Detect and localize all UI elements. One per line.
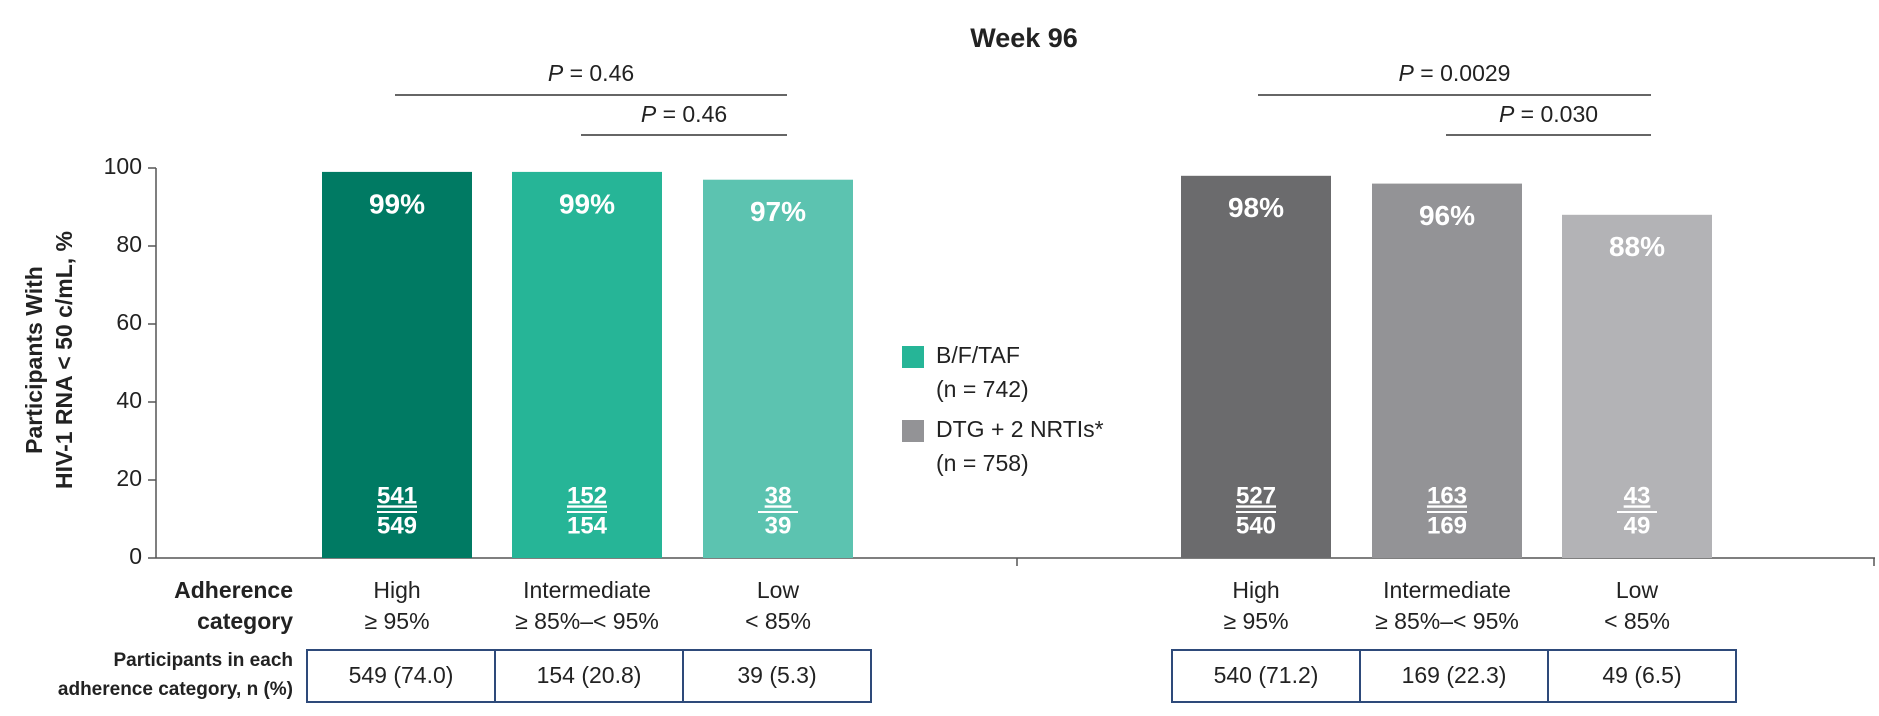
table-cell [682,649,872,703]
bar [512,171,662,558]
row-label: category [197,608,293,634]
y-axis-title: Participants With [21,266,47,454]
legend-swatch [902,420,924,442]
value-label: 97% [750,196,806,227]
p-value: P = 0.46 [641,101,727,127]
p-value: P = 0.46 [548,60,634,86]
value-label: 99% [559,188,615,219]
legend-label: DTG + 2 NRTIs* [936,416,1104,442]
fraction-numerator: 43 [1624,482,1651,509]
x-tick-label: Low [1616,577,1659,603]
p-value: P = 0.0029 [1399,60,1511,86]
fraction-denominator: 154 [567,512,608,539]
p-symbol: P [548,60,564,86]
fraction-denominator: 540 [1236,512,1276,539]
fraction-numerator: 38 [765,482,792,509]
p-text: = 0.46 [663,101,728,127]
fraction-denominator: 549 [377,512,417,539]
fraction-denominator: 49 [1624,512,1651,539]
p-symbol: P [1499,101,1515,127]
p-value: P = 0.030 [1499,101,1598,127]
value-label: 99% [369,188,425,219]
table-cell [1547,649,1737,703]
y-tick-label: 60 [116,309,142,335]
fraction-denominator: 169 [1427,512,1467,539]
row-label: Adherence [174,577,293,603]
legend-swatch [902,346,924,368]
p-text: = 0.030 [1521,101,1598,127]
p-text: = 0.46 [570,60,635,86]
y-tick-label: 80 [116,231,142,257]
table-value: 169 (22.3) [1402,662,1507,688]
y-axis-title: HIV-1 RNA < 50 c/mL, % [51,231,77,489]
legend-label: (n = 742) [936,376,1029,402]
bar [1181,175,1331,559]
y-tick-label: 20 [116,465,142,491]
p-text: = 0.0029 [1420,60,1510,86]
table-value: 39 (5.3) [737,662,816,688]
p-symbol: P [1399,60,1415,86]
x-tick-sublabel: ≥ 85%–< 95% [1375,608,1519,634]
x-tick-label: Low [757,577,800,603]
x-tick-sublabel: ≥ 85%–< 95% [515,608,659,634]
bar [1562,214,1712,559]
x-tick-sublabel: < 85% [1604,608,1670,634]
table-value: 154 (20.8) [537,662,642,688]
fraction-numerator: 163 [1427,482,1467,509]
y-tick-label: 100 [104,153,142,179]
chart-title: Week 96 [970,23,1078,53]
x-tick-label: High [1232,577,1279,603]
table-value: 549 (74.0) [349,662,454,688]
x-tick-label: Intermediate [1383,577,1511,603]
fraction-numerator: 152 [567,482,607,509]
x-tick-sublabel: ≥ 95% [1223,608,1288,634]
x-tick-label: High [373,577,420,603]
bar [322,171,472,558]
value-label: 96% [1419,200,1475,231]
x-tick-sublabel: < 85% [745,608,811,634]
legend-label: B/F/TAF [936,342,1020,368]
bar [1372,183,1522,558]
table-value: 540 (71.2) [1214,662,1319,688]
bar [703,179,853,558]
p-symbol: P [641,101,657,127]
legend-label: (n = 758) [936,450,1029,476]
value-label: 88% [1609,231,1665,262]
x-tick-label: Intermediate [523,577,651,603]
row-label: adherence category, n (%) [58,679,293,700]
table-value: 49 (6.5) [1602,662,1681,688]
y-tick-label: 40 [116,387,142,413]
row-label: Participants in each [113,650,293,671]
fraction-numerator: 527 [1236,482,1276,509]
fraction-denominator: 39 [765,512,792,539]
value-label: 98% [1228,192,1284,223]
fraction-numerator: 541 [377,482,417,509]
x-tick-sublabel: ≥ 95% [364,608,429,634]
y-tick-label: 0 [129,543,142,569]
